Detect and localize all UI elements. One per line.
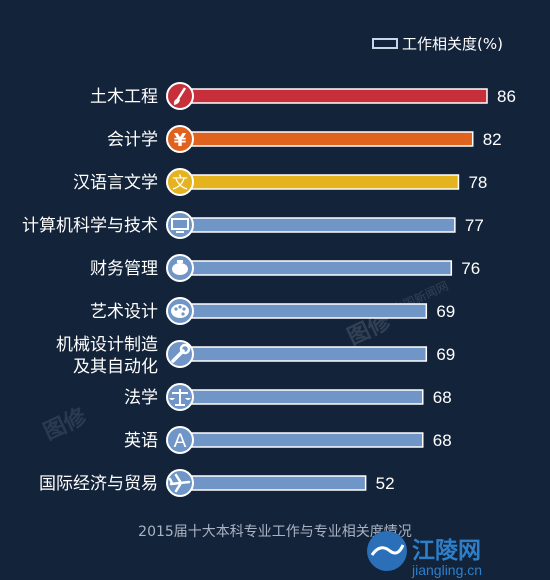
- logo-name: 江陵网: [412, 537, 481, 564]
- category-label: 会计学: [107, 130, 158, 150]
- bar-row: 艺术设计 69: [90, 297, 455, 325]
- value-label: 68: [433, 431, 452, 450]
- value-label: 78: [468, 173, 487, 192]
- monitor-stand: [176, 231, 184, 233]
- wrench-icon: [166, 340, 194, 368]
- legend-label: 工作相关度(%): [402, 35, 503, 53]
- piggy-body: [172, 263, 188, 275]
- bar: [179, 131, 474, 147]
- wrench-head: [179, 343, 191, 355]
- legend: 工作相关度(%): [372, 35, 503, 53]
- letter-a-glyph: A: [174, 431, 187, 452]
- bar-row: 会计学 ¥82: [107, 125, 502, 153]
- logo-wave-icon: [370, 544, 405, 556]
- palette-dot: [182, 307, 186, 311]
- bar-row: 财务管理 76: [90, 254, 480, 282]
- category-label: 法学: [124, 388, 158, 408]
- piggy-bank-icon: [166, 254, 194, 282]
- airplane-shape: [168, 473, 191, 493]
- value-label: 77: [465, 216, 484, 235]
- icon-circle: [166, 168, 194, 196]
- scales-icon: [166, 383, 194, 411]
- bar-row: 英语 A 68: [124, 426, 452, 454]
- monitor-icon: [166, 211, 194, 239]
- monitor-screen: [171, 218, 189, 230]
- yen-icon: ¥: [166, 125, 194, 153]
- category-label: 计算机科学与技术: [22, 216, 158, 236]
- yen-glyph: ¥: [174, 130, 187, 151]
- letter-a-icon: A: [166, 426, 194, 454]
- bar-row: 计算机科学与技术 77: [22, 211, 484, 239]
- value-label: 69: [436, 302, 455, 321]
- category-label: 英语: [124, 431, 158, 451]
- bar: [179, 432, 424, 448]
- value-label: 68: [433, 388, 452, 407]
- brush-icon: [166, 82, 194, 110]
- category-label: 国际经济与贸易: [39, 474, 158, 494]
- icon-circle: [166, 426, 194, 454]
- bar: [179, 346, 428, 362]
- palette-icon: [166, 297, 194, 325]
- bar-row: 国际经济与贸易 52: [39, 469, 395, 497]
- site-logo: 江陵网 jiangling.cn: [367, 531, 482, 578]
- value-label: 52: [376, 474, 395, 493]
- value-label: 76: [461, 259, 480, 278]
- palette-dot: [181, 312, 185, 316]
- wen-character-icon: 文: [166, 168, 194, 196]
- category-label: 土木工程: [90, 87, 158, 107]
- bar-row: 汉语言文学文 78: [73, 168, 487, 196]
- category-label-line: 及其自动化: [73, 357, 158, 377]
- value-label: 82: [483, 130, 502, 149]
- bar: [179, 174, 460, 190]
- bars-group: 土木工程 86 会计学 ¥82 汉语言文学文 78 计算机科学与技术 77 财务管理 76 艺术设计…: [22, 82, 516, 497]
- bar: [179, 260, 453, 276]
- bar-row: 机械设计制造及其自动化 69: [56, 335, 455, 377]
- bar: [179, 389, 424, 405]
- brush-tip: [173, 98, 180, 105]
- watermark-text-2: 图修: [40, 403, 92, 446]
- chart-caption: 2015届十大本科专业工作与专业相关度情况: [138, 524, 412, 540]
- bar-row: 法学 68: [124, 383, 452, 411]
- category-label: 机械设计制造及其自动化: [56, 335, 158, 377]
- category-label: 汉语言文学: [73, 173, 158, 193]
- palette-dot: [174, 307, 178, 311]
- logo-url: jiangling.cn: [411, 562, 482, 578]
- scales-frame: [172, 389, 188, 406]
- category-label: 艺术设计: [90, 302, 158, 322]
- value-label: 69: [436, 345, 455, 364]
- bar-row: 土木工程 86: [90, 82, 516, 110]
- logo-badge-icon: [367, 531, 407, 571]
- brush-handle: [176, 87, 187, 100]
- piggy-coin: [177, 260, 183, 263]
- icon-circle: [166, 211, 194, 239]
- category-label-line: 机械设计制造: [56, 335, 158, 355]
- icon-circle: [166, 125, 194, 153]
- bar: [179, 303, 428, 319]
- legend-swatch: [372, 38, 398, 49]
- scales-pans: [169, 398, 191, 400]
- bar: [179, 88, 488, 104]
- bar: [179, 475, 367, 491]
- watermark-2: 图修: [40, 403, 92, 446]
- palette-dot: [178, 305, 182, 309]
- category-label: 财务管理: [90, 259, 158, 279]
- airplane-icon: [166, 469, 194, 497]
- value-label: 86: [497, 87, 516, 106]
- wen-glyph: 文: [172, 173, 188, 192]
- bar: [179, 217, 456, 233]
